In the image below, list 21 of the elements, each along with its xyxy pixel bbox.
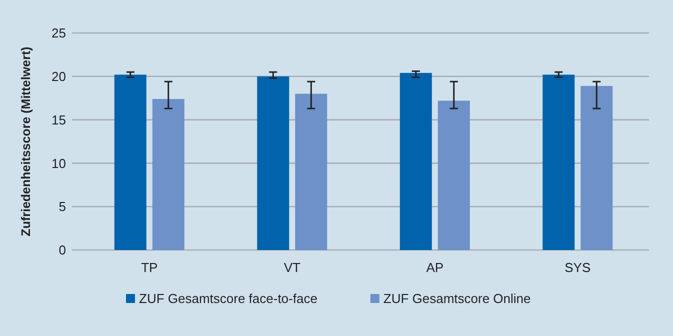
bar <box>438 100 470 250</box>
bar <box>400 72 432 250</box>
x-tick-label: AP <box>426 260 444 275</box>
legend-label: ZUF Gesamtscore Online <box>383 291 531 306</box>
y-axis-title: Zufriedenheitsscore (Mittelwert) <box>19 46 33 236</box>
y-tick-label: 10 <box>52 156 66 171</box>
y-tick-label: 20 <box>52 68 66 84</box>
bar <box>152 98 184 250</box>
y-tick-label: 15 <box>52 112 66 128</box>
bar <box>257 76 290 250</box>
x-tick-label: TP <box>141 260 158 275</box>
x-tick-label: SYS <box>564 260 591 275</box>
y-tick-label: 25 <box>52 26 66 41</box>
y-tick-label: 0 <box>58 242 66 258</box>
legend-label: ZUF Gesamtscore face-to-face <box>139 291 318 306</box>
x-tick-label: VT <box>284 260 300 275</box>
y-tick-label: 5 <box>58 199 66 214</box>
bar <box>542 74 575 250</box>
bar <box>295 94 328 250</box>
bar <box>580 86 613 250</box>
bar <box>114 74 146 250</box>
